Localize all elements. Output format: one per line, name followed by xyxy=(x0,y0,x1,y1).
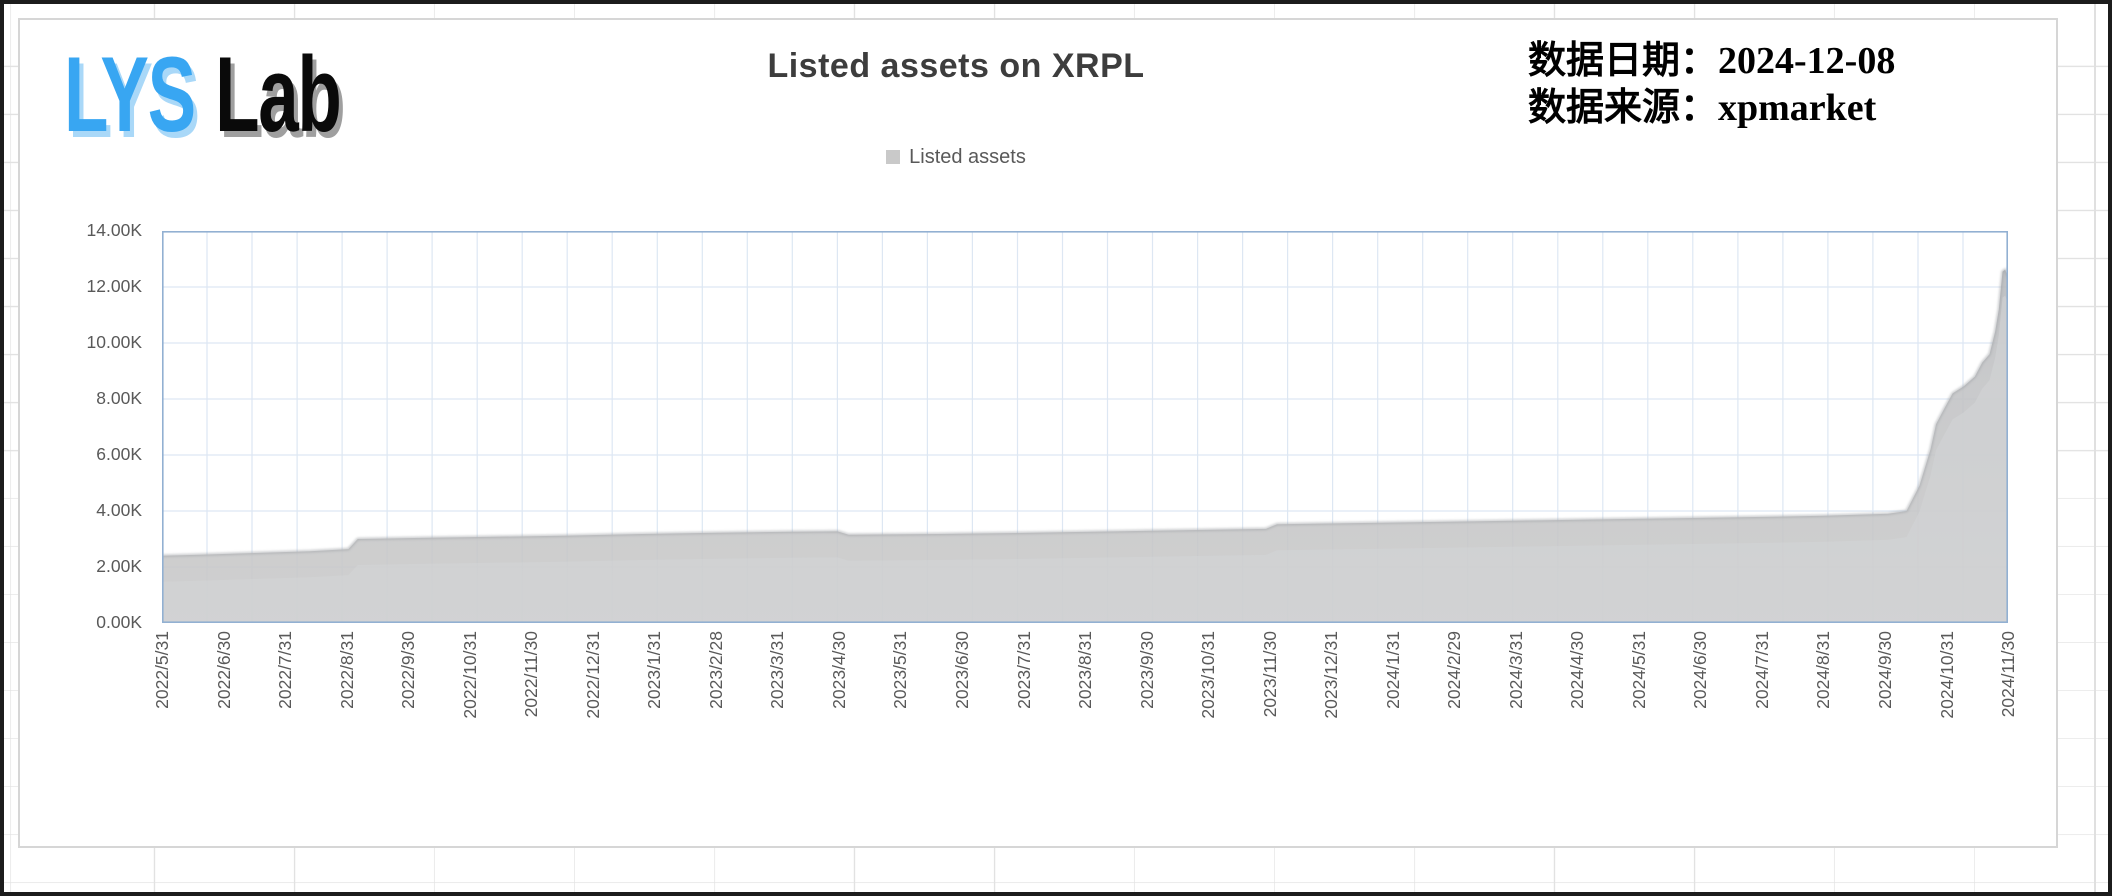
x-tick-label: 2022/10/31 xyxy=(459,631,480,719)
x-tick-label: 2024/5/31 xyxy=(1628,631,1649,709)
y-tick-label: 4.00K xyxy=(96,500,142,520)
x-tick-label: 2022/7/31 xyxy=(275,631,296,709)
logo-text-lab: Lab xyxy=(215,34,342,154)
data-date-label: 数据日期： xyxy=(1528,40,1719,82)
legend-label: Listed assets xyxy=(909,146,1026,168)
data-source-label: 数据来源： xyxy=(1528,87,1719,129)
x-tick-label: 2023/7/31 xyxy=(1013,631,1034,709)
x-tick-label: 2022/12/31 xyxy=(582,631,603,719)
legend[interactable]: Listed assets xyxy=(656,146,1256,169)
x-tick-label: 2024/10/31 xyxy=(1936,631,1957,719)
x-tick-label: 2022/8/31 xyxy=(336,631,357,709)
y-tick-label: 2.00K xyxy=(96,556,142,576)
x-tick-label: 2023/6/30 xyxy=(951,631,972,709)
y-tick-label: 6.00K xyxy=(96,444,142,464)
x-tick-label: 2024/4/30 xyxy=(1567,631,1588,709)
chart-object[interactable]: LYS Lab Listed assets on XRPL Listed asse… xyxy=(18,18,2058,848)
lys-lab-logo: LYS Lab xyxy=(64,34,342,154)
data-meta-block: 数据日期：2024-12-08 数据来源：xpmarket xyxy=(1528,38,2048,132)
x-tick-label: 2023/4/30 xyxy=(828,631,849,709)
logo-text-lys: LYS xyxy=(64,34,196,154)
x-tick-label: 2023/9/30 xyxy=(1136,631,1157,709)
y-tick-label: 14.00K xyxy=(86,220,142,240)
x-tick-label: 2022/5/31 xyxy=(152,631,172,709)
x-tick-label: 2023/3/31 xyxy=(767,631,788,709)
x-tick-label: 2022/11/30 xyxy=(521,631,542,718)
x-tick-label: 2022/9/30 xyxy=(398,631,419,709)
x-tick-label: 2024/6/30 xyxy=(1690,631,1711,709)
x-tick-label: 2023/5/31 xyxy=(890,631,911,709)
x-tick-label: 2023/11/30 xyxy=(1259,631,1280,718)
chart-title[interactable]: Listed assets on XRPL xyxy=(767,47,1145,85)
x-tick-label: 2022/6/30 xyxy=(213,631,234,709)
x-tick-label: 2024/2/29 xyxy=(1444,631,1465,709)
y-tick-label: 0.00K xyxy=(96,612,142,632)
data-source-line: 数据来源：xpmarket xyxy=(1528,85,2048,132)
data-date-value: 2024-12-08 xyxy=(1718,40,1896,82)
x-tick-label: 2024/7/31 xyxy=(1751,631,1772,709)
legend-swatch-icon xyxy=(886,150,901,164)
x-tick-label: 2023/12/31 xyxy=(1321,631,1342,719)
x-tick-label: 2024/8/31 xyxy=(1813,631,1834,709)
plot-area[interactable] xyxy=(162,231,2008,623)
x-tick-label: 2023/2/28 xyxy=(705,631,726,709)
x-tick-label: 2024/1/31 xyxy=(1382,631,1403,709)
data-source-value: xpmarket xyxy=(1718,87,1877,129)
x-tick-label: 2024/9/30 xyxy=(1874,631,1895,709)
x-tick-label: 2024/11/30 xyxy=(1998,631,2018,718)
y-tick-label: 10.00K xyxy=(86,332,142,352)
y-tick-label: 8.00K xyxy=(96,388,142,408)
x-tick-label: 2024/3/31 xyxy=(1505,631,1526,709)
x-tick-label: 2023/1/31 xyxy=(644,631,665,709)
x-tick-label: 2023/8/31 xyxy=(1075,631,1095,709)
y-tick-label: 12.00K xyxy=(86,276,142,296)
data-date-line: 数据日期：2024-12-08 xyxy=(1528,38,2048,85)
x-tick-label: 2023/10/31 xyxy=(1198,631,1219,719)
